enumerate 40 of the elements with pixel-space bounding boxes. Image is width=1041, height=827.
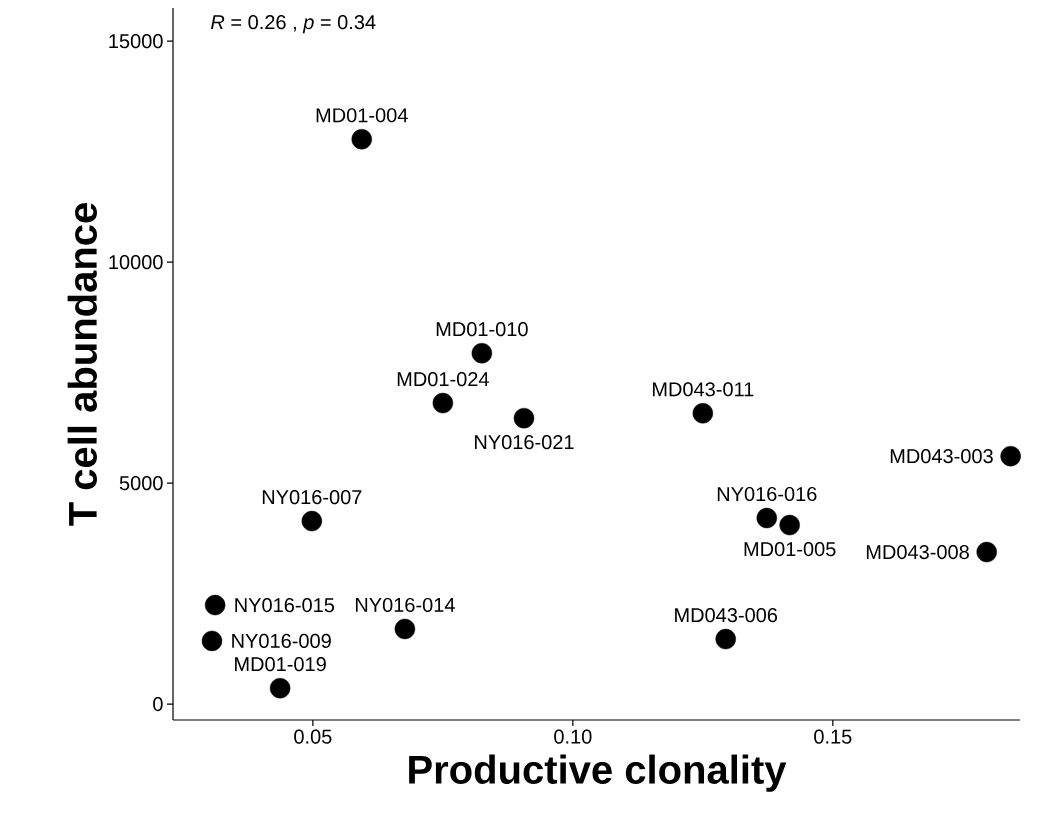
- point: [779, 514, 800, 536]
- x-tick-label: 0.10: [554, 729, 592, 744]
- x-tick-label: 0.05: [294, 729, 332, 744]
- point: [201, 630, 223, 652]
- point: [756, 507, 777, 529]
- point: [204, 594, 226, 616]
- y-tick-label: 10000: [109, 255, 163, 270]
- point: [432, 392, 454, 414]
- y-tick-label: 0: [153, 697, 163, 712]
- y-tick-label: 15000: [109, 34, 163, 49]
- x-tick-label: 0.15: [814, 729, 852, 744]
- y-tick-label: 5000: [119, 476, 163, 491]
- x-axis-title: Productive clonality: [409, 754, 787, 792]
- annotation: NY016-021: [475, 435, 574, 450]
- annotation: MD01-010: [436, 322, 528, 337]
- point: [513, 407, 535, 429]
- annotation: NY016-014: [355, 597, 455, 613]
- point: [301, 510, 323, 532]
- annotation: MD01-024: [397, 372, 489, 387]
- point: [394, 618, 416, 640]
- annotation: MD043-006: [675, 608, 778, 623]
- annotation: MD01-004: [316, 108, 408, 123]
- point: [976, 541, 997, 563]
- annotation: NY016-007: [262, 490, 362, 505]
- annotation: MD01-005: [744, 542, 836, 557]
- annotation: MD01-019: [235, 657, 326, 672]
- point: [471, 342, 493, 364]
- annotation: NY016-016: [717, 486, 817, 502]
- annotation: MD043-008: [866, 544, 969, 560]
- point: [269, 677, 291, 699]
- annotation: MD043-003: [890, 449, 993, 464]
- point: [692, 403, 714, 424]
- y-axis-title: T cell abundance: [67, 203, 97, 526]
- point: [351, 129, 372, 150]
- annotation: NY016-015: [235, 598, 335, 613]
- point: [1000, 445, 1021, 467]
- annotation: R = 0.26 , p = 0.34: [211, 15, 376, 34]
- annotation: MD043-011: [652, 382, 754, 397]
- point: [715, 628, 736, 650]
- annotation: NY016-009: [232, 633, 331, 648]
